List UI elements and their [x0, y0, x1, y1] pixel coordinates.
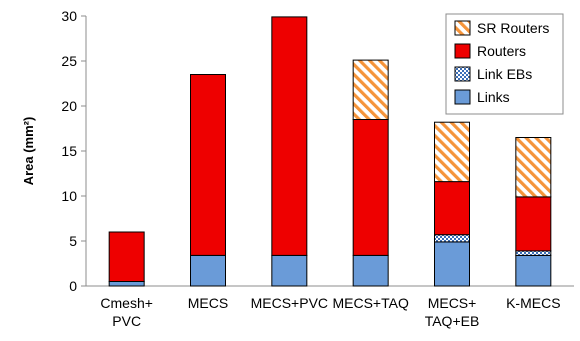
x-tick-label: MECS+PVC	[251, 295, 328, 311]
y-axis-label-group: Area (mm²)	[21, 117, 36, 186]
legend-label: Link EBs	[477, 66, 532, 82]
bar-segment-sr-routers	[352, 59, 389, 120]
bar-segment-routers	[515, 196, 552, 252]
legend-label: SR Routers	[477, 20, 549, 36]
legend-swatch	[454, 89, 471, 105]
x-tick-label: TAQ+EB	[425, 313, 480, 329]
bar-segment-links	[352, 254, 389, 287]
legend: SR Routers Routers Link EBs Links	[445, 13, 564, 115]
x-tick-label: PVC	[112, 313, 141, 329]
bar-segment-links	[271, 254, 308, 287]
axes	[81, 15, 574, 287]
y-tick-label: 30	[61, 8, 77, 24]
legend-swatch	[454, 43, 471, 59]
bar-segment-links	[434, 241, 470, 287]
bar-segment-links	[190, 254, 226, 287]
x-tick-label: K-MECS	[506, 295, 560, 311]
y-axis-label: Area (mm²)	[21, 117, 36, 186]
bar-segment-routers	[271, 16, 308, 256]
x-tick-label: Cmesh+	[100, 295, 153, 311]
bars	[108, 16, 552, 287]
bar-segment-sr-routers	[434, 121, 470, 183]
x-tick-label: MECS+	[428, 295, 477, 311]
y-tick-label: 0	[69, 278, 77, 294]
bar-segment-routers	[352, 119, 389, 256]
y-tick-label: 20	[61, 98, 77, 114]
y-tick-label: 10	[61, 188, 77, 204]
legend-label: Links	[477, 89, 510, 105]
bar-segment-links	[515, 254, 552, 287]
y-tick-label: 25	[61, 53, 77, 69]
y-tick-label: 15	[61, 143, 77, 159]
bar-segment-routers	[190, 74, 226, 256]
bar-segment-links	[108, 281, 145, 287]
x-tick-label: MECS+TAQ	[332, 295, 408, 311]
bar-segment-link-ebs	[434, 234, 470, 243]
bar-segment-routers	[108, 231, 145, 282]
y-tick-label: 5	[69, 233, 77, 249]
bar-segment-sr-routers	[515, 137, 552, 198]
legend-swatch	[454, 20, 471, 36]
bar-segment-link-ebs	[515, 250, 552, 256]
bar-segment-routers	[434, 181, 470, 236]
legend-label: Routers	[477, 43, 526, 59]
legend-swatch	[454, 66, 471, 82]
x-tick-labels: Cmesh+ PVC MECS MECS+PVC MECS+TAQ MECS+ TAQ+EB…	[100, 295, 560, 329]
y-tick-labels: 0 5 10 15 20 25 30	[61, 8, 77, 294]
x-tick-label: MECS	[188, 295, 228, 311]
